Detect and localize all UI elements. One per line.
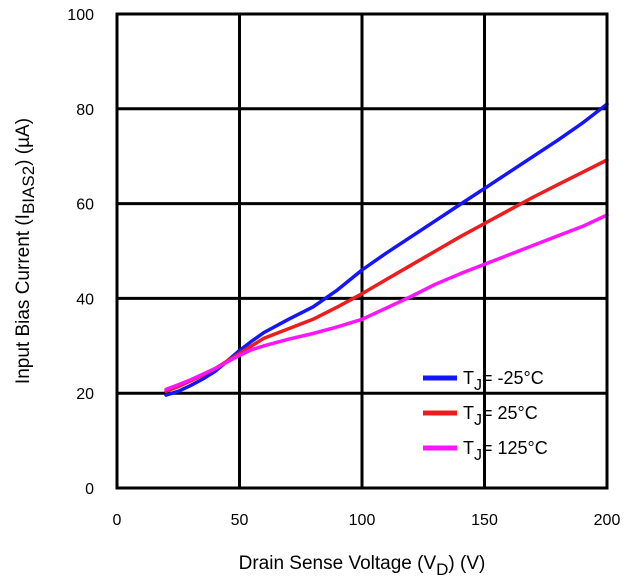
legend-label-name: = 25°C xyxy=(482,403,538,423)
x-axis-label-subscript: D xyxy=(436,560,448,579)
x-tick-label: 0 xyxy=(113,512,122,529)
legend: TJ= -25°CTJ= 25°CTJ= 125°C xyxy=(423,368,548,464)
series-line-0 xyxy=(164,102,609,397)
legend-label-name: = 125°C xyxy=(482,438,548,458)
x-tick-label: 100 xyxy=(349,512,376,529)
legend-label-subscript: J xyxy=(474,412,482,429)
legend-label-subscript: J xyxy=(474,447,482,464)
y-axis-label-suffix: ) (µA) xyxy=(13,118,34,166)
x-tick-label: 50 xyxy=(231,512,249,529)
y-tick-label: 100 xyxy=(67,7,94,24)
series-layer xyxy=(164,102,609,397)
y-axis-label-prefix: Input Bias Current (I xyxy=(13,214,34,384)
y-tick-label: 40 xyxy=(76,291,94,308)
legend-label-base: T xyxy=(463,403,474,423)
x-axis-label: Drain Sense Voltage (VD) (V) xyxy=(239,553,486,579)
legend-label-base: T xyxy=(463,368,474,388)
x-axis-label-prefix: Drain Sense Voltage (V xyxy=(239,553,437,574)
grid xyxy=(117,14,607,488)
tick-labels: 0 50 100 150 200 0 20 40 60 80 100 xyxy=(67,7,620,529)
legend-label-1: TJ= 25°C xyxy=(463,403,538,429)
y-tick-label: 60 xyxy=(76,197,94,214)
y-tick-label: 80 xyxy=(76,102,94,119)
y-axis-label: Input Bias Current (IBIAS2) (µA) xyxy=(13,118,38,384)
y-axis-label-subscript: BIAS2 xyxy=(19,166,38,214)
x-tick-label: 200 xyxy=(594,512,621,529)
legend-label-0: TJ= -25°C xyxy=(463,368,544,394)
plot-frame xyxy=(115,12,609,490)
legend-label-2: TJ= 125°C xyxy=(463,438,548,464)
x-axis-label-suffix: ) (V) xyxy=(448,553,485,574)
legend-label-subscript: J xyxy=(474,377,482,394)
series-line-2 xyxy=(164,213,609,392)
y-tick-label: 20 xyxy=(76,386,94,403)
legend-label-name: = -25°C xyxy=(482,368,544,388)
y-tick-label: 0 xyxy=(85,481,94,498)
x-tick-label: 150 xyxy=(471,512,498,529)
legend-label-base: T xyxy=(463,438,474,458)
series-line-1 xyxy=(164,158,609,394)
